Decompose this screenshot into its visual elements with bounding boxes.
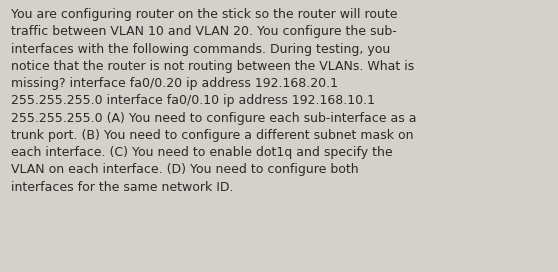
Text: trunk port. (B) You need to configure a different subnet mask on: trunk port. (B) You need to configure a … <box>11 129 413 142</box>
Text: You are configuring router on the stick so the router will route: You are configuring router on the stick … <box>11 8 398 21</box>
Text: 255.255.255.0 (A) You need to configure each sub-interface as a: 255.255.255.0 (A) You need to configure … <box>11 112 417 125</box>
Text: interfaces with the following commands. During testing, you: interfaces with the following commands. … <box>11 43 391 56</box>
Text: interfaces for the same network ID.: interfaces for the same network ID. <box>11 181 234 194</box>
Text: missing? interface fa0/0.20 ip address 192.168.20.1: missing? interface fa0/0.20 ip address 1… <box>11 77 338 90</box>
Text: VLAN on each interface. (D) You need to configure both: VLAN on each interface. (D) You need to … <box>11 163 359 177</box>
Text: 255.255.255.0 interface fa0/0.10 ip address 192.168.10.1: 255.255.255.0 interface fa0/0.10 ip addr… <box>11 94 375 107</box>
Text: traffic between VLAN 10 and VLAN 20. You configure the sub-: traffic between VLAN 10 and VLAN 20. You… <box>11 25 397 38</box>
Text: each interface. (C) You need to enable dot1q and specify the: each interface. (C) You need to enable d… <box>11 146 393 159</box>
Text: notice that the router is not routing between the VLANs. What is: notice that the router is not routing be… <box>11 60 415 73</box>
